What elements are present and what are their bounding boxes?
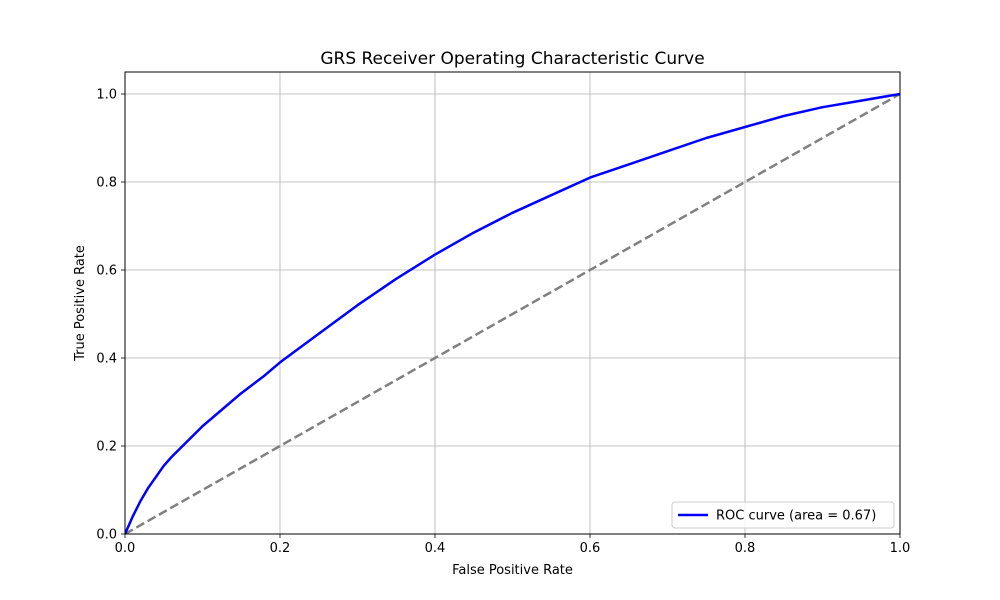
y-tick-label: 0.4 <box>96 352 117 367</box>
legend-box <box>671 501 895 529</box>
legend: ROC curve (area = 0.67) <box>671 501 895 529</box>
axis-ticks: 0.0 0.2 0.4 0.6 0.8 1.0 0.0 0.2 0.4 0.6 0.8 1.0 <box>96 88 910 557</box>
x-tick-label: 0.4 <box>425 541 446 556</box>
series-layer <box>125 92 900 534</box>
x-tick-label: 0.8 <box>735 541 756 556</box>
chart-title: GRS Receiver Operating Characteristic Cu… <box>320 49 704 69</box>
x-tick-label: 1.0 <box>890 541 911 556</box>
y-axis-label: True Positive Rate <box>73 245 88 362</box>
y-tick-label: 0.6 <box>96 264 117 279</box>
plot-frame <box>124 71 901 535</box>
y-tick-label: 0.2 <box>96 440 117 455</box>
x-axis-label: False Positive Rate <box>452 563 573 578</box>
y-tick-label: 1.0 <box>96 88 117 103</box>
x-tick-label: 0.6 <box>580 541 601 556</box>
y-tick-label: 0.8 <box>96 176 117 191</box>
legend-label-roc: ROC curve (area = 0.67) <box>716 509 876 524</box>
diagonal-reference-line <box>125 92 900 534</box>
x-tick-label: 0.0 <box>115 541 136 556</box>
y-tick-label: 0.0 <box>96 528 117 543</box>
roc-curve-line <box>125 92 900 534</box>
x-tick-label: 0.2 <box>270 541 291 556</box>
